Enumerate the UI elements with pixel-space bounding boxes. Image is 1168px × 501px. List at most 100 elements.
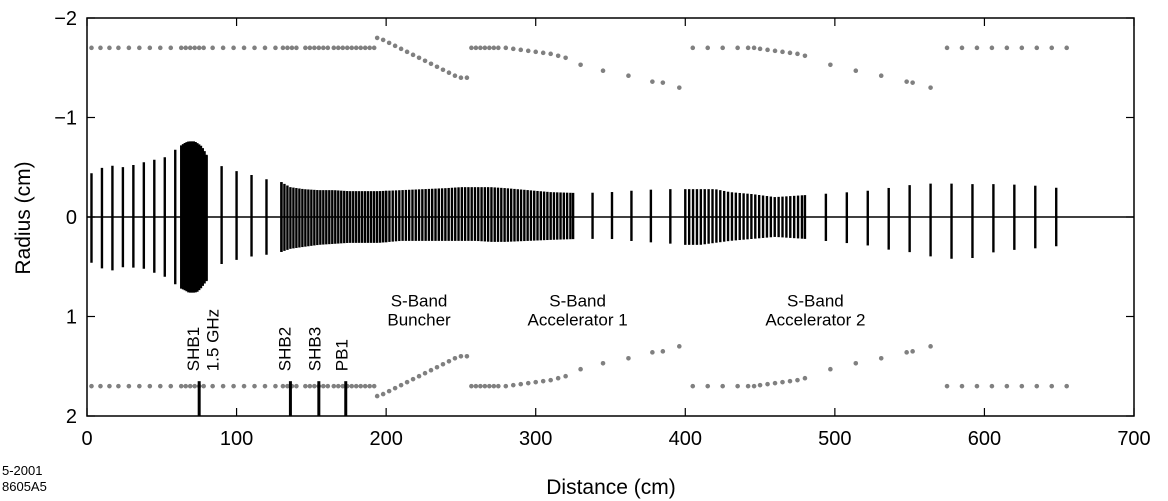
aperture-point xyxy=(650,79,655,84)
aperture-point xyxy=(294,383,299,389)
aperture-point xyxy=(331,383,337,389)
plot-area xyxy=(89,35,1069,416)
aperture-point xyxy=(344,45,350,51)
aperture-point xyxy=(147,383,153,389)
aperture-point xyxy=(677,85,682,90)
aperture-point xyxy=(374,393,380,399)
aperture-point xyxy=(404,379,410,385)
aperture-point xyxy=(464,354,470,359)
aperture-point xyxy=(757,46,763,52)
aperture-point xyxy=(928,85,933,90)
aperture-point xyxy=(944,383,950,389)
aperture-point xyxy=(137,383,142,389)
aperture-point xyxy=(473,45,479,51)
aperture-point xyxy=(1064,45,1069,51)
aperture-point xyxy=(380,391,386,397)
x-axis-title: Distance (cm) xyxy=(546,476,676,499)
aperture-point xyxy=(374,35,380,41)
section-label: S-Band xyxy=(787,292,844,311)
aperture-point xyxy=(404,49,410,55)
aperture-point xyxy=(772,380,778,386)
aperture-point xyxy=(1019,45,1025,51)
aperture-point xyxy=(187,383,193,389)
aperture-point xyxy=(428,367,434,373)
aperture-point xyxy=(548,377,553,383)
aperture-point xyxy=(757,382,763,388)
aperture-point xyxy=(944,45,950,51)
aperture-point xyxy=(720,383,725,389)
aperture-point xyxy=(392,43,398,49)
aperture-point xyxy=(178,383,184,389)
aperture-point xyxy=(533,49,539,55)
aperture-point xyxy=(802,375,808,381)
aperture-point xyxy=(959,383,965,389)
component-label: SHB2 xyxy=(275,327,294,371)
aperture-point xyxy=(196,45,202,51)
aperture-point xyxy=(974,45,980,51)
aperture-point xyxy=(434,364,440,370)
axis-ticks: 0 100 200 300 400 500 600 700 −2 −1 0 1 2 xyxy=(54,8,1151,450)
aperture-point xyxy=(220,383,226,389)
aperture-point xyxy=(482,383,488,389)
aperture-point xyxy=(434,64,440,70)
aperture-point xyxy=(398,46,404,52)
aperture-point xyxy=(312,383,317,389)
aperture-point xyxy=(392,385,398,391)
y-tick-label: 2 xyxy=(66,406,77,428)
aperture-point xyxy=(904,79,909,84)
aperture-point xyxy=(555,53,561,59)
aperture-point xyxy=(478,45,483,51)
aperture-point xyxy=(340,45,346,51)
section-label: S-Band xyxy=(391,292,448,311)
aperture-point xyxy=(307,45,313,51)
aperture-point xyxy=(518,381,524,387)
aperture-point xyxy=(795,377,800,383)
aperture-point xyxy=(1034,45,1040,51)
aperture-point xyxy=(533,379,539,385)
aperture-point xyxy=(600,360,606,366)
aperture-point xyxy=(126,383,132,389)
aperture-point xyxy=(440,361,446,367)
aperture-point xyxy=(458,354,464,359)
component-label: SHB1 xyxy=(184,327,203,371)
x-tick-label: 200 xyxy=(369,428,402,450)
aperture-point xyxy=(446,358,452,364)
aperture-point xyxy=(183,45,189,51)
aperture-point xyxy=(371,383,377,389)
aperture-point xyxy=(280,45,286,51)
aperture-point xyxy=(340,383,346,389)
aperture-point xyxy=(1034,383,1040,389)
aperture-point xyxy=(765,381,770,387)
aperture-point xyxy=(478,383,483,389)
aperture-point xyxy=(126,45,132,51)
aperture-point xyxy=(910,349,915,354)
aperture-point xyxy=(157,383,163,389)
y-tick-label: −1 xyxy=(54,108,77,130)
aperture-point xyxy=(201,45,206,51)
aperture-point xyxy=(321,383,326,389)
aperture-point xyxy=(974,383,980,389)
section-label: S-Band xyxy=(549,292,606,311)
aperture-point xyxy=(116,45,121,51)
aperture-point xyxy=(1004,383,1010,389)
aperture-point xyxy=(89,45,94,51)
aperture-point xyxy=(273,45,278,51)
component-label: SHB3 xyxy=(305,327,324,371)
footnote-date: 5-2001 xyxy=(2,463,42,478)
y-tick-label: 1 xyxy=(66,307,77,329)
aperture-point xyxy=(828,62,833,68)
component-label: PB1 xyxy=(332,339,351,371)
aperture-point xyxy=(1049,383,1055,389)
y-tick-label: 0 xyxy=(66,207,77,229)
aperture-point xyxy=(157,45,163,51)
aperture-point xyxy=(677,344,682,349)
aperture-point xyxy=(220,45,226,51)
aperture-point xyxy=(496,45,501,51)
aperture-point xyxy=(107,383,112,389)
aperture-point xyxy=(353,383,359,389)
aperture-point xyxy=(137,45,142,51)
aperture-point xyxy=(745,45,751,51)
aperture-point xyxy=(959,45,965,51)
aperture-point xyxy=(853,360,859,366)
